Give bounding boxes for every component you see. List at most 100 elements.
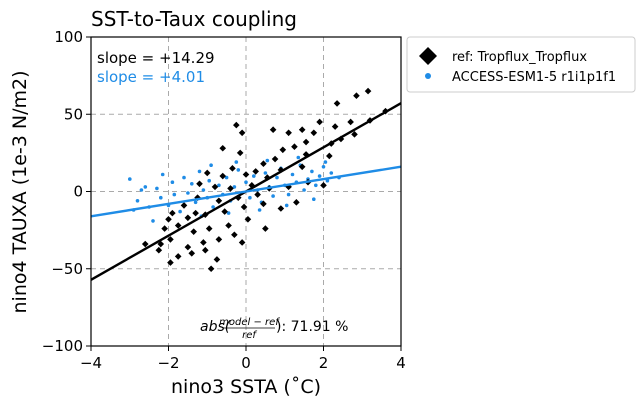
y-tick-label: −50 — [51, 260, 83, 278]
ref-data-point — [202, 246, 209, 254]
ref-data-point — [219, 144, 227, 152]
x-tick-label: 0 — [241, 354, 251, 372]
ref-data-point — [252, 168, 259, 175]
ref-data-point — [285, 129, 292, 137]
ref-data-point — [155, 246, 163, 254]
ref-data-point — [190, 228, 197, 235]
x-tick-label: 4 — [396, 354, 406, 372]
y-tick-label: 50 — [64, 105, 83, 123]
ref-data-point — [310, 129, 318, 137]
model-data-point — [286, 192, 291, 197]
model-data-point — [248, 195, 252, 200]
model-data-point — [312, 197, 316, 201]
ref-data-point — [188, 250, 196, 257]
model-data-point — [224, 175, 229, 180]
ref-data-point — [236, 149, 244, 157]
legend-marker-ref — [419, 47, 437, 65]
metric-numerator: model − ref — [219, 317, 280, 328]
model-data-point — [143, 185, 148, 189]
ref-data-point — [221, 208, 228, 215]
ref-data-point — [347, 118, 354, 126]
y-tick-label: 100 — [54, 28, 83, 46]
ref-data-point — [207, 265, 215, 273]
legend-label-ref: ref: Tropflux_Tropflux — [452, 50, 587, 65]
ref-data-point — [279, 146, 287, 154]
ref-data-point — [238, 239, 246, 246]
ref-data-point — [262, 225, 269, 232]
ref-data-point — [219, 172, 227, 180]
x-tick-label: 2 — [319, 354, 329, 372]
model-data-point — [197, 169, 202, 174]
ref-data-point — [167, 259, 174, 266]
fit-lines — [90, 102, 402, 281]
model-data-point — [209, 163, 213, 167]
ref-data-point — [291, 143, 298, 150]
metric-suffix: ): 71.91 % — [276, 319, 348, 335]
slope-annotation-model: slope = +4.01 — [97, 68, 205, 86]
ref-data-point — [242, 171, 250, 178]
ref-data-point — [293, 199, 300, 206]
x-tick-label: −4 — [80, 354, 102, 372]
ref-data-point — [320, 182, 327, 189]
ref-data-point — [215, 236, 223, 243]
model-data-point — [257, 208, 262, 212]
model-data-point — [193, 200, 198, 205]
model-data-point — [155, 186, 159, 191]
model-data-point — [275, 175, 279, 180]
model-data-point — [323, 160, 328, 164]
ref-data-point — [167, 236, 174, 243]
ref-data-point — [231, 231, 238, 239]
ref-data-point — [215, 197, 223, 205]
metric-denominator: ref — [242, 330, 257, 341]
model-data-point — [207, 178, 211, 183]
metric-prefix: abs( — [200, 319, 231, 335]
ref-data-point — [174, 222, 182, 229]
ref-data-point — [238, 129, 246, 137]
model-data-point — [265, 158, 270, 163]
legend-box — [406, 36, 636, 93]
ref-data-point — [316, 118, 323, 126]
ref-data-point — [227, 185, 234, 192]
model-data-point — [170, 180, 175, 184]
model-data-point — [186, 191, 190, 195]
x-axis-label: nino3 SSTA (˚C) — [171, 376, 321, 398]
ref-data-point — [333, 100, 341, 107]
model-fit-line — [90, 165, 402, 218]
legend-marker-model — [425, 73, 431, 79]
model-data-point — [135, 199, 140, 203]
model-data-point — [317, 174, 322, 178]
ref-data-point — [161, 225, 168, 232]
model-data-point — [321, 165, 326, 169]
ref-data-point — [331, 123, 339, 130]
ref-data-point — [165, 216, 172, 223]
ref-data-point — [233, 121, 240, 129]
slope-annotation-ref: slope = +14.29 — [97, 49, 215, 67]
model-data-point — [310, 169, 314, 174]
model-data-point — [190, 182, 194, 186]
model-data-point — [296, 155, 301, 160]
ref-data-point — [229, 165, 236, 172]
model-data-point — [329, 171, 334, 175]
ref-data-point — [196, 180, 203, 188]
ref-data-point — [260, 160, 267, 167]
ref-data-point — [351, 131, 358, 138]
model-data-point — [178, 209, 182, 214]
ref-data-point — [364, 87, 372, 95]
ref-data-point — [200, 239, 207, 246]
legend-label-model: ACCESS-ESM1-5 r1i1p1f1 — [452, 70, 616, 85]
model-data-point — [211, 205, 215, 209]
ref-data-point — [213, 256, 221, 263]
ref-data-point — [277, 166, 285, 174]
ref-data-point — [180, 202, 188, 209]
chart-title: SST-to-Taux coupling — [91, 7, 297, 31]
model-data-point — [172, 192, 177, 197]
legend: ref: Tropflux_Tropflux ACCESS-ESM1-5 r1i… — [406, 36, 636, 93]
metric-annotation: abs( model − ref ref ): 71.91 % — [200, 317, 348, 341]
model-data-point — [284, 203, 289, 208]
ref-data-point — [298, 163, 306, 171]
model-data-point — [182, 175, 186, 180]
model-data-point — [128, 177, 132, 181]
model-data-point — [201, 188, 206, 192]
ref-data-point — [326, 152, 333, 160]
